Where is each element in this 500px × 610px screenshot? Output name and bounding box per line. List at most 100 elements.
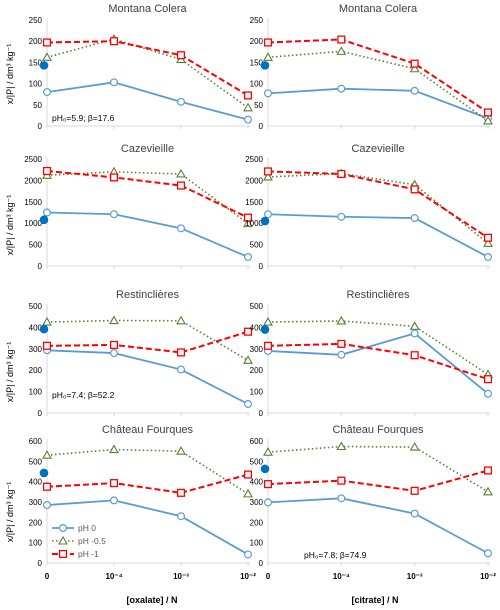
data-point-series-1	[109, 349, 118, 358]
y-tick-label: 250	[29, 16, 43, 25]
y-tick-label: 0	[38, 559, 43, 568]
data-point-series-3	[263, 480, 273, 489]
control-point	[39, 215, 49, 225]
control-point	[260, 325, 270, 334]
control-point	[260, 61, 270, 70]
data-point-series-2	[42, 52, 52, 61]
data-point-series-1	[42, 88, 51, 97]
data-point-series-2	[483, 486, 493, 496]
control-point	[260, 464, 270, 474]
legend-label: pH 0	[78, 523, 96, 533]
data-point-series-1	[264, 498, 273, 507]
data-point-series-3	[42, 341, 52, 350]
data-point-series-1	[244, 115, 253, 124]
y-tick-label: 300	[250, 345, 264, 354]
data-point-series-3	[263, 38, 273, 47]
series-line-3	[46, 169, 249, 219]
data-point-series-3	[410, 351, 419, 360]
series-line-2	[46, 319, 249, 362]
series-line-2	[267, 50, 489, 122]
data-point-series-3	[483, 466, 493, 475]
y-tick-label: 500	[29, 457, 43, 466]
data-point-series-3	[176, 51, 186, 60]
data-point-series-1	[42, 501, 51, 510]
data-point-series-3	[176, 488, 186, 497]
y-tick-label: 300	[250, 498, 264, 507]
data-point-series-3	[337, 35, 346, 44]
data-point-series-3	[337, 169, 346, 179]
data-point-series-3	[243, 91, 253, 100]
data-point-series-1	[109, 78, 118, 87]
data-point-series-1	[177, 224, 186, 233]
data-point-series-3	[337, 339, 346, 348]
y-tick-label: 0	[38, 409, 43, 418]
series-line-3	[267, 38, 489, 114]
data-point-series-3	[410, 486, 419, 495]
data-point-series-1	[337, 84, 346, 93]
data-point-series-1	[337, 212, 346, 221]
x-tick-label: 10⁻²	[240, 572, 256, 581]
series-line-2	[46, 171, 249, 225]
series-line-2	[267, 445, 489, 493]
data-point-series-2	[243, 218, 253, 228]
data-point-series-1	[484, 389, 493, 398]
legend: pH 0 pH -0.5 pH -1	[52, 523, 106, 559]
y-tick-label: 100	[29, 80, 43, 89]
data-point-series-2	[263, 447, 273, 456]
panel-title: Cazevieille	[351, 143, 404, 155]
data-point-series-3	[410, 59, 419, 68]
series-line-1	[267, 497, 489, 555]
data-point-series-3	[483, 108, 493, 117]
panel-5: 0 100 200 300 400 500 Restinclières pH₀=7.4; β=…	[29, 289, 253, 418]
y-tick-label: 0	[259, 559, 264, 568]
data-point-series-1	[410, 329, 419, 338]
series-line-2	[46, 38, 249, 109]
series-line-3	[267, 342, 489, 381]
y-tick-label: 1000	[24, 219, 42, 228]
data-point-series-1	[410, 214, 419, 223]
panel-7: 0 100 200 300 400 500 600 0 10⁻⁴ 10⁻³ 10⁻² Château …	[29, 424, 367, 581]
y-tick-label: 2000	[24, 176, 42, 185]
panel-3: 0 500 1000 1500 2000 2500 Cazevieille	[24, 143, 253, 271]
data-point-series-1	[264, 210, 273, 219]
y-tick-label: 250	[250, 16, 264, 25]
data-point-series-2	[176, 168, 186, 178]
y-tick-label: 0	[259, 262, 264, 271]
y-tick-label: 400	[29, 478, 43, 487]
data-point-series-1	[244, 550, 253, 559]
x-axis-label-citrate: [citrate] / N	[351, 595, 398, 605]
series-line-1	[267, 213, 489, 258]
series-line-1	[46, 499, 249, 556]
data-point-series-2	[42, 316, 52, 326]
series-line-3	[46, 40, 249, 97]
data-point-series-3	[42, 38, 52, 47]
data-point-series-3	[483, 233, 493, 242]
series-line-1	[46, 81, 249, 121]
panel-title: Château Fourques	[332, 424, 424, 436]
data-point-series-2	[336, 46, 347, 55]
control-point	[39, 468, 49, 478]
panel-title: Restinclières	[116, 289, 179, 301]
panel-8: 0 100 200 300 400 500 600 0 10⁻⁴ 10⁻³ 10⁻² Château …	[250, 424, 497, 581]
y-tick-label: 1000	[245, 219, 263, 228]
data-point-series-2	[42, 450, 52, 459]
series-line-1	[267, 87, 489, 120]
data-point-series-2	[409, 321, 420, 330]
data-point-series-2	[176, 446, 186, 455]
panel-title: Montana Colera	[339, 3, 418, 15]
data-point-series-3	[176, 348, 186, 357]
y-axis-label-row-3: x/|P| / dm³ kg⁻¹	[5, 342, 15, 402]
data-point-series-3	[263, 167, 273, 176]
y-tick-label: 1500	[24, 198, 42, 207]
data-point-series-2	[243, 102, 253, 112]
control-point	[39, 324, 49, 334]
series-line-3	[46, 473, 249, 494]
data-point-series-3	[42, 482, 52, 491]
data-point-series-3	[176, 181, 186, 190]
y-tick-label: 100	[250, 539, 264, 548]
panel-annotation: pH₀=7.8; β=74.9	[304, 550, 367, 560]
y-tick-label: 200	[250, 37, 264, 46]
panel-title: Restinclières	[347, 289, 410, 301]
y-tick-label: 400	[250, 478, 264, 487]
data-point-series-2	[109, 315, 119, 325]
